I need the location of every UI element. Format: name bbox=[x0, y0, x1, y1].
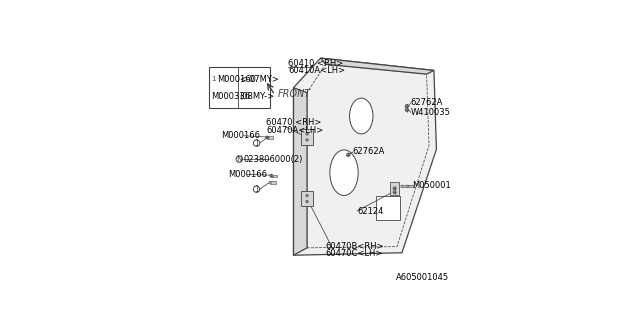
Bar bbox=[270, 181, 275, 184]
Text: 60470A<LH>: 60470A<LH> bbox=[266, 125, 324, 135]
Circle shape bbox=[406, 185, 408, 188]
Circle shape bbox=[346, 153, 350, 156]
Text: 60410 <RH>: 60410 <RH> bbox=[288, 59, 343, 68]
Text: <-07MY>: <-07MY> bbox=[239, 75, 279, 84]
Polygon shape bbox=[321, 58, 434, 74]
Circle shape bbox=[236, 156, 243, 162]
Bar bbox=[402, 185, 407, 187]
Circle shape bbox=[269, 181, 271, 184]
Text: N: N bbox=[236, 155, 242, 164]
Text: M000160: M000160 bbox=[216, 75, 255, 84]
Polygon shape bbox=[294, 88, 307, 255]
FancyBboxPatch shape bbox=[376, 196, 400, 220]
Circle shape bbox=[253, 186, 260, 192]
Circle shape bbox=[271, 174, 273, 177]
Text: 60470B<RH>: 60470B<RH> bbox=[326, 242, 384, 251]
Bar bbox=[268, 136, 273, 139]
FancyBboxPatch shape bbox=[301, 129, 313, 145]
Text: 60410A<LH>: 60410A<LH> bbox=[288, 67, 345, 76]
Circle shape bbox=[266, 136, 269, 139]
Circle shape bbox=[210, 76, 216, 82]
Text: M050001: M050001 bbox=[412, 181, 451, 190]
FancyBboxPatch shape bbox=[301, 191, 313, 206]
Circle shape bbox=[253, 140, 260, 146]
Text: M000166: M000166 bbox=[228, 170, 268, 179]
Circle shape bbox=[266, 136, 269, 139]
Text: 62762A: 62762A bbox=[411, 99, 443, 108]
Text: 1: 1 bbox=[254, 139, 259, 148]
Polygon shape bbox=[294, 58, 436, 255]
Bar bbox=[272, 174, 277, 177]
Text: 023806000(2): 023806000(2) bbox=[244, 155, 303, 164]
Circle shape bbox=[306, 133, 308, 135]
Ellipse shape bbox=[349, 98, 373, 134]
Text: 62124: 62124 bbox=[357, 207, 383, 216]
Text: (08MY->: (08MY-> bbox=[239, 92, 275, 101]
Bar bbox=[407, 185, 413, 187]
Text: M000336: M000336 bbox=[211, 92, 250, 101]
Text: 60470 <RH>: 60470 <RH> bbox=[266, 118, 322, 127]
Circle shape bbox=[306, 194, 308, 197]
Circle shape bbox=[401, 185, 403, 188]
Circle shape bbox=[306, 200, 308, 203]
Text: 62762A: 62762A bbox=[353, 147, 385, 156]
Text: W410035: W410035 bbox=[411, 108, 451, 117]
Text: 1: 1 bbox=[254, 185, 259, 194]
Text: FRONT: FRONT bbox=[278, 89, 311, 99]
Circle shape bbox=[393, 187, 396, 190]
Text: A605001045: A605001045 bbox=[396, 273, 449, 282]
Text: 1: 1 bbox=[211, 76, 216, 82]
Circle shape bbox=[405, 104, 408, 108]
Circle shape bbox=[405, 108, 408, 112]
FancyBboxPatch shape bbox=[209, 67, 269, 108]
Circle shape bbox=[393, 191, 396, 194]
FancyBboxPatch shape bbox=[390, 182, 399, 195]
Text: M000166: M000166 bbox=[221, 131, 260, 140]
Text: 60470C<LH>: 60470C<LH> bbox=[326, 250, 383, 259]
Circle shape bbox=[306, 139, 308, 141]
Circle shape bbox=[270, 174, 273, 177]
Ellipse shape bbox=[330, 150, 358, 196]
